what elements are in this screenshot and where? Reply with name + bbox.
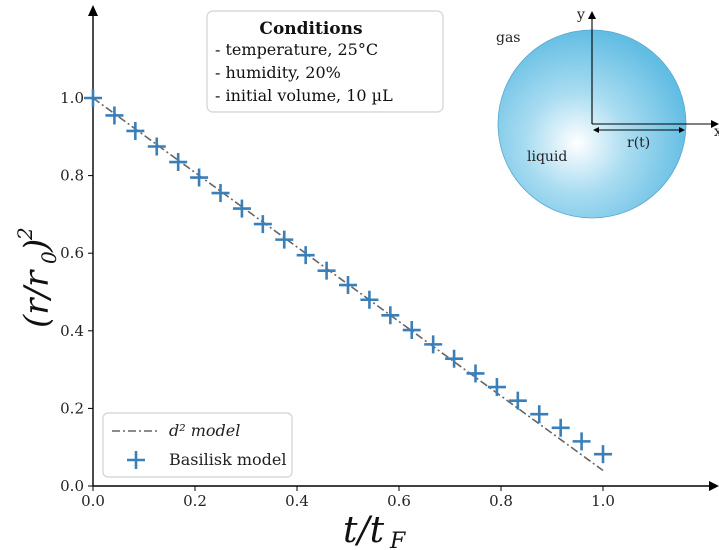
conditions-line-temperature: - temperature, 25°C [215, 40, 378, 59]
x-axis-title: t/t F [343, 510, 406, 550]
radius-label: r(t) [627, 135, 650, 151]
basilisk-point [360, 290, 379, 309]
ticks-group: 0.0 0.2 0.4 0.6 0.8 1.0 0.0 0.2 0.4 0.6 0.8 1.0 [60, 89, 615, 510]
inset-y-label: y [576, 7, 585, 23]
x-tick-label: 0.8 [489, 492, 513, 510]
svg-text:): ) [17, 239, 57, 253]
basilisk-point [275, 230, 294, 249]
svg-text:t/t: t/t [343, 510, 385, 550]
svg-text:2: 2 [13, 227, 37, 241]
basilisk-point [296, 246, 315, 265]
x-tick-label: 0.2 [183, 492, 207, 510]
gas-label: gas [496, 30, 521, 46]
x-tick-label: 0.4 [285, 492, 309, 510]
y-tick-label: 0.2 [60, 399, 84, 417]
basilisk-point [551, 418, 570, 437]
conditions-line-volume: - initial volume, 10 µL [215, 86, 393, 105]
y-tick-label: 0.6 [60, 244, 84, 262]
liquid-label: liquid [527, 149, 567, 165]
basilisk-point [424, 335, 443, 354]
y-axis-title: (r/r 0 ) 2 [13, 227, 61, 328]
inset-x-arrow [711, 120, 719, 128]
basilisk-point [147, 137, 166, 156]
series-layer [84, 89, 612, 472]
radius-arrow-right [679, 127, 685, 133]
basilisk-point [105, 106, 124, 125]
basilisk-point [317, 261, 336, 280]
x-axis-arrow [709, 481, 719, 491]
conditions-title: Conditions [259, 19, 362, 39]
basilisk-point [232, 199, 251, 218]
x-tick-label: 0.0 [81, 492, 105, 510]
y-tick-label: 0.0 [60, 477, 84, 495]
legend-d2-label: d² model [169, 421, 240, 440]
radius-arrow-left [593, 127, 599, 133]
legend-basilisk-swatch [127, 451, 145, 469]
conditions-box: Conditions - temperature, 25°C - humidit… [206, 10, 444, 113]
y-tick-label: 0.4 [60, 322, 84, 340]
basilisk-point [445, 349, 464, 368]
basilisk-point [530, 405, 549, 424]
basilisk-point [126, 121, 145, 140]
basilisk-point [169, 153, 188, 172]
basilisk-point [84, 89, 102, 107]
basilisk-point [572, 432, 591, 451]
x-tick-label: 1.0 [591, 492, 615, 510]
svg-text:F: F [389, 529, 406, 550]
inset-x-label: x [714, 124, 719, 140]
y-tick-label: 1.0 [60, 89, 84, 107]
inset-y-arrow [588, 11, 596, 19]
droplet-inset: gas y x r(t) liquid [496, 7, 719, 219]
svg-text:0: 0 [37, 251, 61, 264]
legend: d² model Basilisk model [102, 412, 293, 478]
basilisk-point [466, 364, 485, 383]
conditions-line-humidity: - humidity, 20% [215, 63, 341, 82]
y-tick-label: 0.8 [60, 167, 84, 185]
basilisk-point [487, 378, 506, 397]
legend-basilisk-label: Basilisk model [169, 450, 286, 469]
x-tick-label: 0.6 [387, 492, 411, 510]
basilisk-point [339, 276, 357, 295]
basilisk-point [190, 168, 209, 187]
svg-text:(r/r: (r/r [17, 269, 57, 328]
basilisk-point [402, 321, 421, 340]
y-axis-arrow [88, 5, 98, 16]
basilisk-point [508, 391, 527, 410]
basilisk-point [594, 445, 612, 464]
basilisk-point [253, 215, 272, 234]
basilisk-point [211, 184, 230, 203]
basilisk-point [381, 306, 400, 325]
